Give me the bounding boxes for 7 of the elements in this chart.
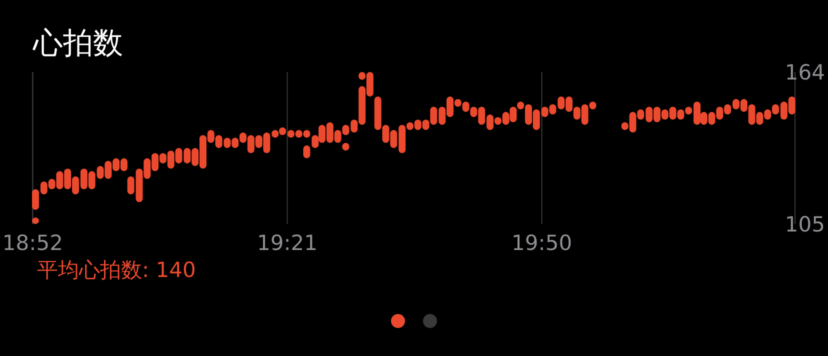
x-tick-label: 19:50 [512, 231, 572, 255]
x-tick-label: 19:21 [256, 231, 318, 255]
y-tick-label: 105 [784, 212, 825, 237]
x-tick-label: 18:52 [2, 231, 63, 255]
y-tick-label: 164 [784, 60, 825, 85]
text: 平均心拍数: 140 [37, 258, 196, 282]
chart-title: 心拍数 [32, 26, 123, 61]
